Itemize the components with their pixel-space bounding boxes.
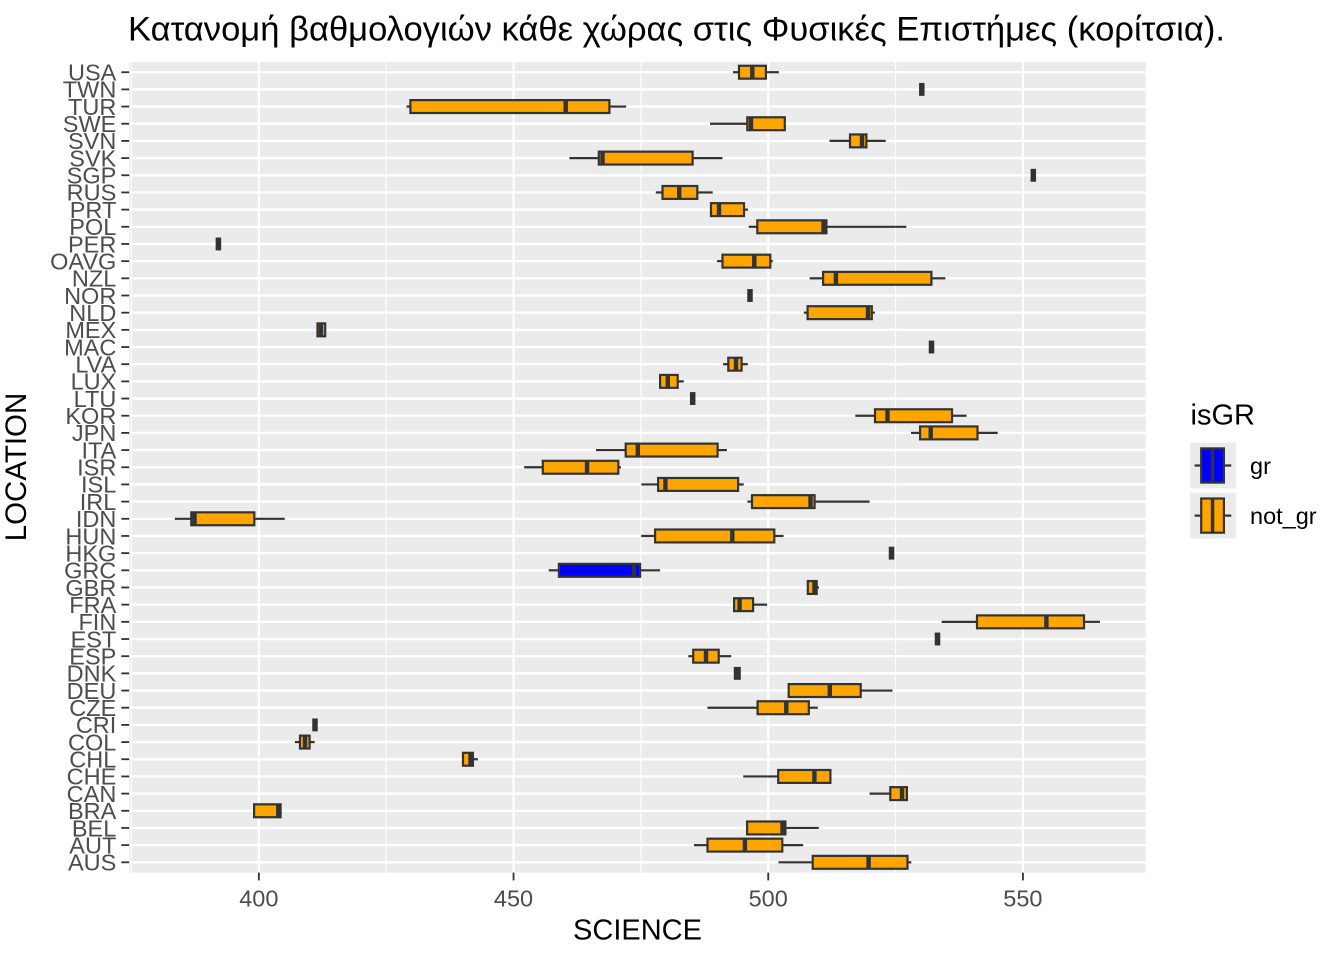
svg-text:ITA: ITA: [81, 437, 116, 463]
svg-text:CRI: CRI: [76, 712, 116, 738]
svg-text:NZL: NZL: [72, 266, 116, 292]
svg-text:DNK: DNK: [67, 661, 117, 687]
svg-text:COL: COL: [68, 729, 116, 755]
svg-text:Κατανομή βαθμολογιών κάθε χώρα: Κατανομή βαθμολογιών κάθε χώρας στις Φυσ…: [128, 11, 1225, 49]
svg-text:isGR: isGR: [1191, 400, 1255, 432]
svg-text:GRC: GRC: [64, 558, 116, 584]
svg-text:GBR: GBR: [65, 575, 116, 601]
svg-text:BRA: BRA: [68, 798, 117, 824]
svg-text:SGP: SGP: [67, 163, 117, 189]
svg-text:IRL: IRL: [80, 489, 117, 515]
svg-text:NOR: NOR: [64, 283, 116, 309]
svg-text:FIN: FIN: [78, 609, 116, 635]
svg-text:MAC: MAC: [64, 334, 116, 360]
svg-text:SVK: SVK: [69, 145, 116, 171]
svg-text:LOCATION: LOCATION: [0, 393, 33, 542]
svg-text:gr: gr: [1250, 453, 1271, 479]
svg-text:CAN: CAN: [67, 781, 117, 807]
svg-text:CHL: CHL: [69, 747, 116, 773]
svg-text:FRA: FRA: [69, 592, 116, 618]
svg-text:LUX: LUX: [71, 369, 117, 395]
svg-text:400: 400: [239, 886, 278, 912]
svg-text:450: 450: [494, 886, 533, 912]
svg-text:USA: USA: [68, 60, 117, 86]
svg-text:ISR: ISR: [77, 455, 116, 481]
svg-text:PRT: PRT: [70, 197, 117, 223]
svg-text:TWN: TWN: [63, 77, 117, 103]
svg-text:AUS: AUS: [68, 850, 116, 876]
svg-text:OAVG: OAVG: [50, 248, 116, 274]
svg-text:CZE: CZE: [69, 695, 116, 721]
svg-text:PER: PER: [68, 231, 116, 257]
svg-text:JPN: JPN: [72, 420, 116, 446]
svg-text:EST: EST: [71, 626, 117, 652]
svg-text:POL: POL: [69, 214, 116, 240]
svg-text:550: 550: [1003, 886, 1042, 912]
svg-text:IDN: IDN: [76, 506, 116, 532]
svg-text:KOR: KOR: [65, 403, 116, 429]
svg-text:LVA: LVA: [75, 352, 116, 378]
svg-text:BEL: BEL: [72, 815, 116, 841]
svg-text:TUR: TUR: [68, 94, 116, 120]
svg-text:AUT: AUT: [69, 832, 116, 858]
svg-text:500: 500: [749, 886, 788, 912]
svg-text:RUS: RUS: [67, 180, 117, 206]
svg-text:not_gr: not_gr: [1250, 503, 1317, 529]
svg-text:DEU: DEU: [67, 678, 117, 704]
svg-text:SCIENCE: SCIENCE: [573, 914, 702, 946]
svg-text:CHE: CHE: [67, 764, 117, 790]
svg-text:MEX: MEX: [65, 317, 116, 343]
svg-text:HUN: HUN: [65, 523, 116, 549]
svg-text:ISL: ISL: [81, 472, 116, 498]
svg-text:HKG: HKG: [65, 540, 116, 566]
svg-text:SWE: SWE: [63, 111, 117, 137]
svg-text:LTU: LTU: [74, 386, 117, 412]
svg-text:ESP: ESP: [69, 643, 116, 669]
svg-text:NLD: NLD: [69, 300, 116, 326]
svg-text:SVN: SVN: [68, 128, 116, 154]
